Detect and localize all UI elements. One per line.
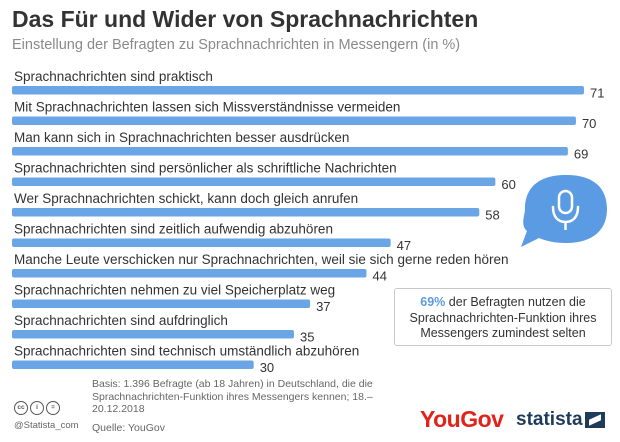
cc-icon: cc: [14, 401, 28, 415]
license-icons: cc i =: [14, 401, 60, 415]
bar: [12, 208, 480, 217]
category-label: Sprachnachrichten sind persönlicher als …: [14, 161, 397, 176]
category-label: Sprachnachrichten sind zeitlich aufwendi…: [14, 222, 333, 237]
category-label: Mit Sprachnachrichten lassen sich Missve…: [14, 100, 400, 115]
bar: [12, 360, 254, 369]
bar: [12, 177, 496, 186]
value-label: 47: [397, 238, 411, 253]
speech-bubble-icon: [521, 175, 607, 247]
value-label: 35: [300, 330, 314, 345]
callout-percent: 69%: [420, 295, 446, 309]
bar: [12, 299, 311, 308]
value-label: 60: [501, 177, 515, 192]
statista-handle: @Statista_com: [14, 420, 79, 431]
yougov-logo: YouGov: [420, 406, 504, 432]
bar: [12, 330, 294, 339]
basis-note: Basis: 1.396 Befragte (ab 18 Jahren) in …: [92, 378, 373, 415]
chart-subtitle: Einstellung der Befragten zu Sprachnachr…: [12, 37, 461, 53]
bar-chart: Sprachnachrichten sind praktisch 71 Mit Sp…: [12, 69, 607, 375]
value-label: 58: [485, 208, 499, 223]
statista-logo-icon: [585, 412, 605, 428]
category-label: Man kann sich in Sprachnachrichten besse…: [14, 130, 349, 145]
source-note: Quelle: YouGov: [92, 422, 165, 434]
microphone-icon: [557, 189, 574, 215]
value-label: 37: [316, 299, 330, 314]
chart-title: Das Für und Wider von Sprachnachrichten: [12, 6, 479, 32]
category-label: Wer Sprachnachrichten schickt, kann doch…: [14, 191, 358, 206]
no-derivatives-icon: =: [46, 401, 60, 415]
attribution-icon: i: [30, 401, 44, 415]
category-label: Sprachnachrichten nehmen zu viel Speiche…: [14, 283, 335, 298]
bar: [12, 147, 568, 156]
statista-logo-text: statista: [516, 409, 583, 430]
value-label: 69: [574, 147, 588, 162]
value-label: 71: [590, 86, 604, 101]
bar: [12, 86, 584, 95]
info-callout: 69% der Befragten nutzen die Sprachnachr…: [394, 288, 612, 346]
bar: [12, 238, 391, 247]
category-label: Sprachnachrichten sind technisch umständ…: [14, 344, 359, 359]
value-label: 30: [260, 360, 274, 375]
bar: [12, 269, 367, 278]
category-label: Sprachnachrichten sind praktisch: [14, 69, 213, 84]
category-label: Sprachnachrichten sind aufdringlich: [14, 313, 228, 328]
callout-text: der Befragten nutzen die Sprachnachricht…: [409, 295, 597, 340]
category-label: Manche Leute verschicken nur Sprachnachr…: [14, 252, 509, 267]
value-label: 70: [582, 116, 596, 131]
value-label: 44: [372, 269, 386, 284]
bar: [12, 116, 576, 125]
